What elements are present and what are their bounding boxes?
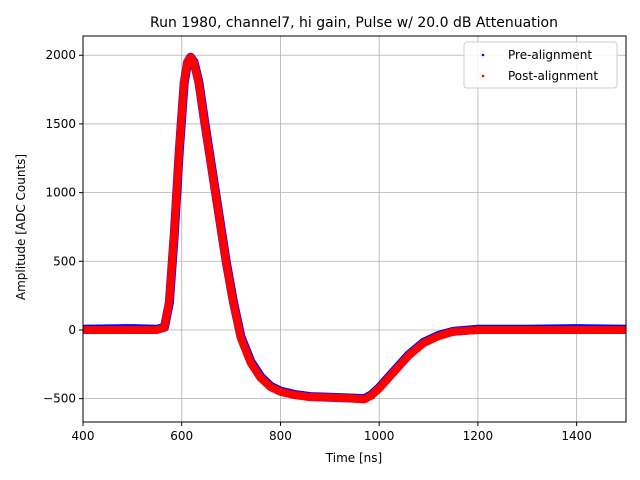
y-axis-label: Amplitude [ADC Counts]: [14, 154, 28, 300]
y-tick-label: −500: [43, 392, 76, 406]
legend-box: [463, 41, 618, 89]
x-axis-ticks: 400 600 800 1000 1200 1400: [72, 422, 592, 443]
x-tick-label: 1000: [364, 429, 395, 443]
y-tick-label: 0: [68, 323, 76, 337]
y-tick-label: 1000: [45, 186, 76, 200]
x-tick-label: 400: [72, 429, 95, 443]
y-tick-label: 1500: [45, 117, 76, 131]
legend-marker-post-alignment: [481, 74, 485, 78]
y-tick-label: 500: [53, 254, 76, 268]
legend-marker-pre-alignment: [481, 53, 485, 57]
legend-label-post-alignment: Post-alignment: [508, 69, 598, 83]
x-axis-label: Time [ns]: [325, 451, 382, 465]
chart-title: Run 1980, channel7, hi gain, Pulse w/ 20…: [150, 15, 558, 31]
series-post-alignment: [83, 53, 626, 404]
x-tick-label: 1400: [561, 429, 592, 443]
x-tick-label: 800: [269, 429, 292, 443]
y-tick-label: 2000: [45, 48, 76, 62]
grid-lines: [82, 36, 626, 422]
x-tick-label: 1200: [463, 429, 494, 443]
plot-frame: [82, 35, 627, 423]
x-tick-label: 600: [170, 429, 193, 443]
y-axis-ticks: −500 0 500 1000 1500 2000: [43, 48, 83, 406]
legend-label-pre-alignment: Pre-alignment: [508, 48, 592, 62]
legend: Pre-alignment Post-alignment: [463, 41, 618, 89]
series-layer: [82, 52, 627, 404]
series-pre-alignment: [82, 52, 627, 404]
